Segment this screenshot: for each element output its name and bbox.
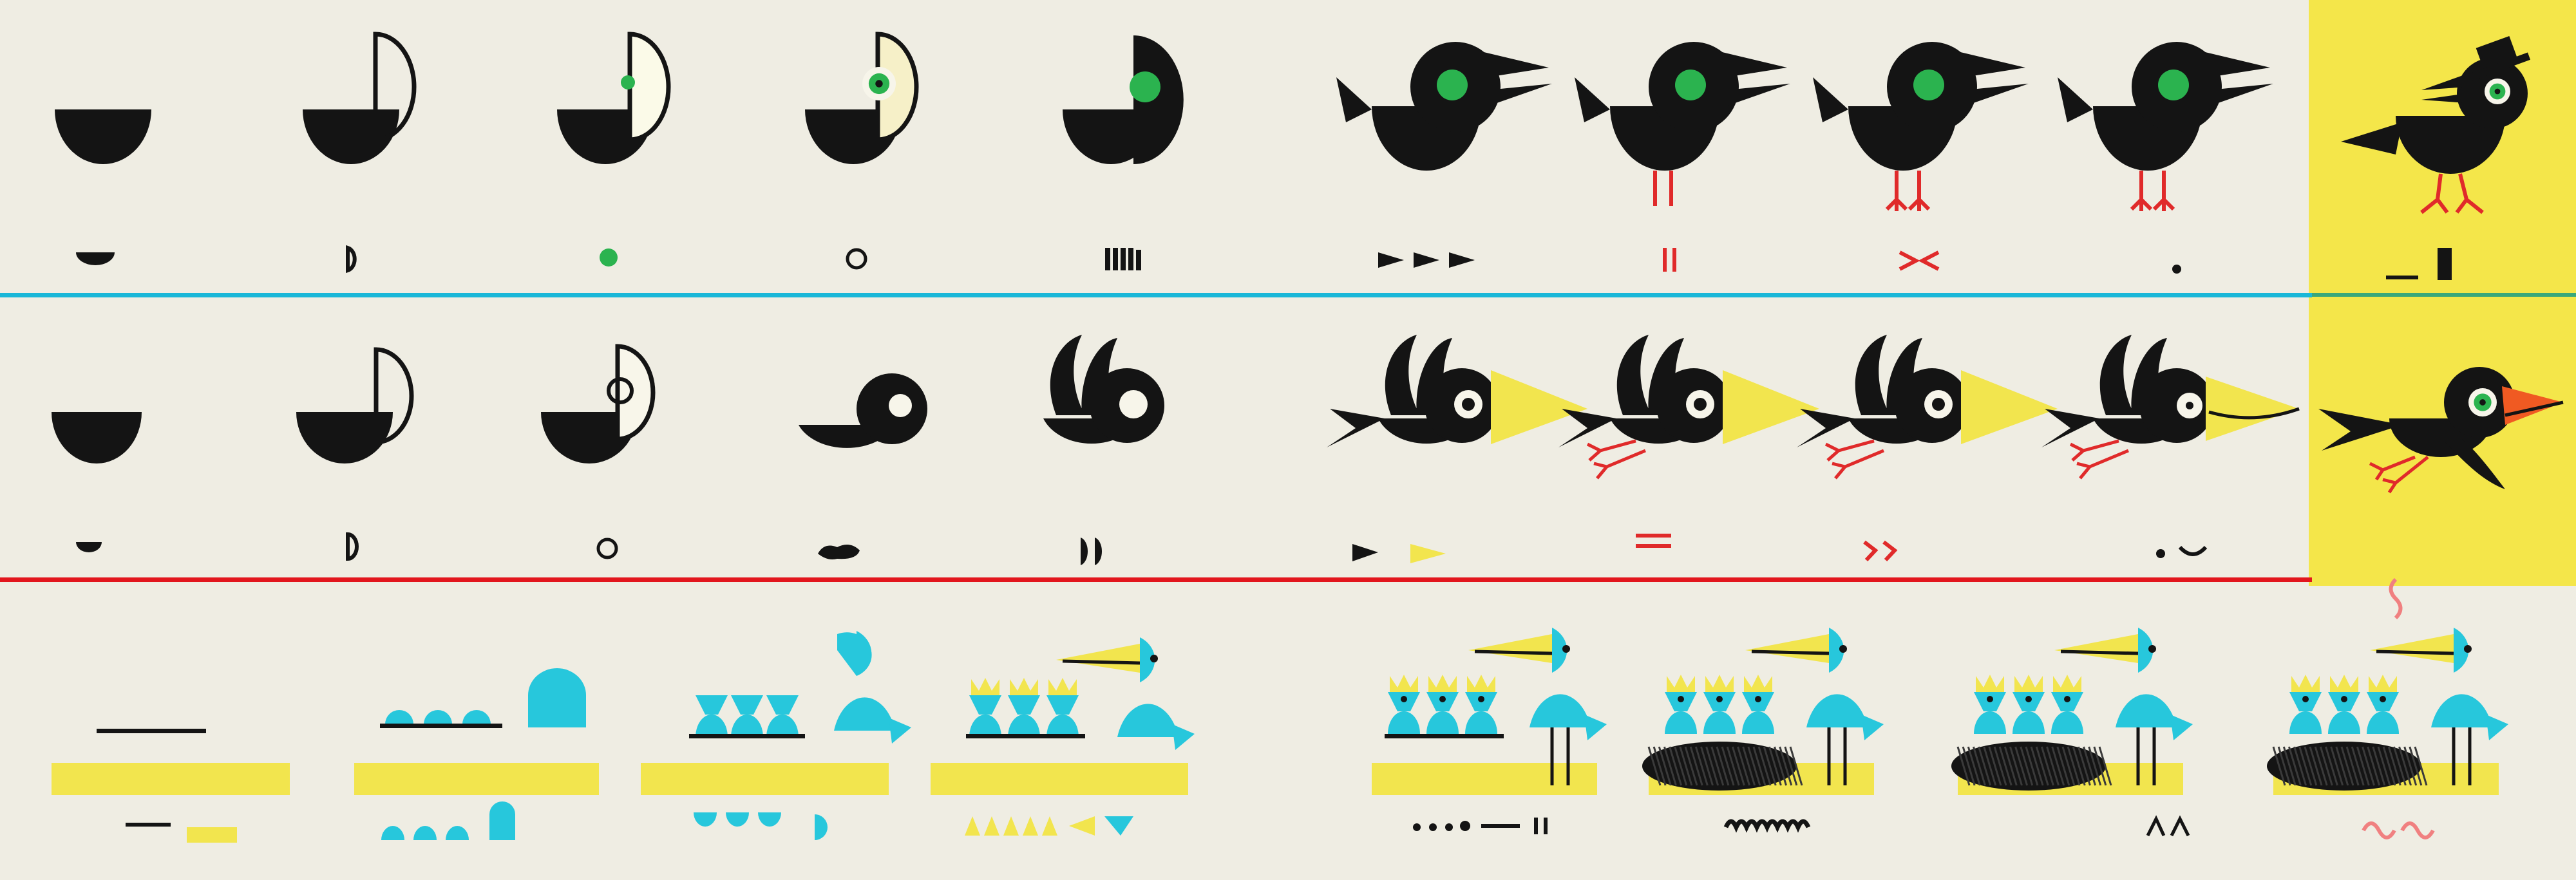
parent-beak-line xyxy=(1752,651,1829,653)
yellow-ground-band xyxy=(354,763,599,795)
yellow-ground-band xyxy=(52,763,290,795)
chick-eye xyxy=(1678,696,1684,702)
parent-beak-line xyxy=(1475,651,1552,653)
symbol-block xyxy=(2438,248,2452,280)
symbol-dot xyxy=(1413,823,1421,831)
bird-eye-pupil xyxy=(875,80,882,87)
chick-eye xyxy=(1439,696,1446,702)
bird-eye-pupil xyxy=(2479,399,2486,406)
chick-eye xyxy=(2025,696,2032,702)
symbol-dot xyxy=(1460,821,1470,831)
ground-line xyxy=(1385,734,1504,738)
bird-eye-iris xyxy=(1437,70,1468,100)
blue-divider-line-on-panel xyxy=(2312,293,2576,297)
chick-eye xyxy=(2064,696,2070,702)
bird-eye-pupil xyxy=(1694,398,1707,411)
bird-eye-pupil xyxy=(1462,398,1475,411)
symbol-green-dot xyxy=(600,248,618,267)
bird-eye-white xyxy=(889,394,912,417)
parent-beak-line xyxy=(2061,651,2138,653)
parent-eye xyxy=(1150,655,1158,662)
yellow-ground-band xyxy=(931,763,1188,795)
bird-eye-pupil xyxy=(2186,402,2193,409)
symbol-dot xyxy=(1445,823,1453,831)
blue-divider-line xyxy=(0,293,2312,297)
symbol-dot xyxy=(2172,265,2181,274)
bird-eye-iris xyxy=(1130,71,1160,102)
symbol-dot xyxy=(1429,823,1437,831)
bird-eye-iris xyxy=(1675,70,1706,100)
yellow-ground-band xyxy=(641,763,889,795)
parent-eye xyxy=(1839,645,1847,653)
chick-eye xyxy=(2302,696,2309,702)
chick-eye xyxy=(1478,696,1484,702)
parent-mound xyxy=(528,668,586,727)
bird-eye-dot xyxy=(621,75,635,89)
parent-eye xyxy=(1562,645,1570,653)
ground-line xyxy=(689,734,805,738)
red-divider-line xyxy=(0,577,2312,582)
ground-line xyxy=(97,729,206,733)
ground-line xyxy=(966,734,1085,738)
yellow-ground-band xyxy=(1372,763,1597,795)
parent-eye xyxy=(2464,645,2472,653)
symbol-dash xyxy=(2386,276,2418,279)
bird-eye-iris xyxy=(1913,70,1944,100)
chick-eye xyxy=(2341,696,2347,702)
symbol-yellow-bar xyxy=(187,827,237,843)
chick-eye xyxy=(1716,696,1723,702)
symbol-dash xyxy=(1481,824,1520,828)
parent-eye xyxy=(2148,645,2156,653)
symbol-dot xyxy=(2156,549,2165,558)
chick-eye xyxy=(2380,696,2386,702)
bird-eye-iris xyxy=(2158,70,2189,100)
parent-beak-line xyxy=(1063,661,1140,663)
symbol-dash xyxy=(126,823,171,827)
symbol-cyan-arch xyxy=(489,801,515,840)
parent-beak-line xyxy=(2376,651,2454,653)
ground-line xyxy=(380,724,502,728)
bird-eye-pupil xyxy=(2495,89,2501,95)
bird-eye-white xyxy=(1119,390,1148,418)
chick-eye xyxy=(1987,696,1993,702)
chick-eye xyxy=(1755,696,1761,702)
bird-eye-pupil xyxy=(1932,398,1945,411)
chick-eye xyxy=(1401,696,1407,702)
